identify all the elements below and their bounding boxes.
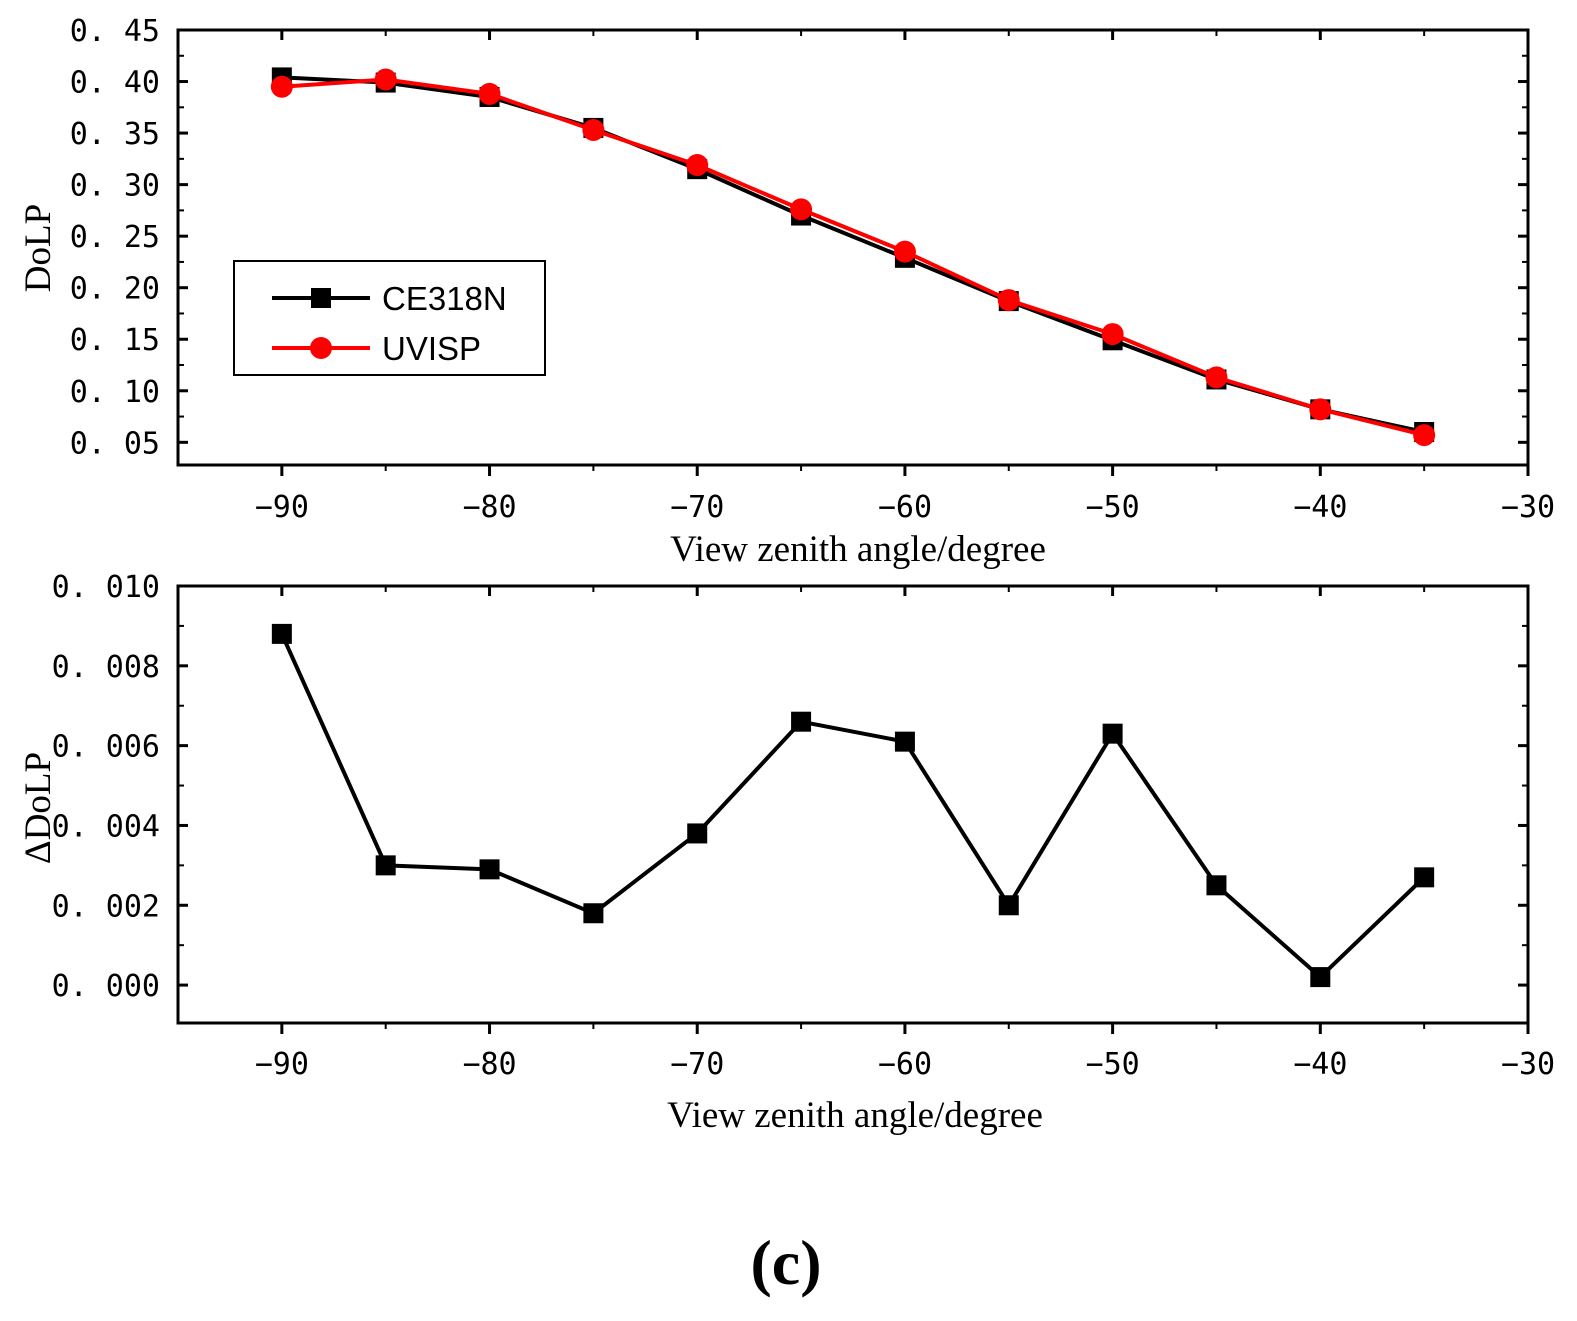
chart-dolp: 0. 05 0. 10 0. 15 0. 20 0. 25 0. 30 0. 35 0. 40… [18, 14, 1555, 570]
data-point-dolp [375, 855, 396, 876]
series-line-dolp [279, 633, 1426, 980]
data-point-dolp [791, 711, 812, 732]
data-point-dolp [1206, 875, 1227, 896]
legend: CE318N UVISP [233, 260, 546, 376]
series-group [271, 623, 1435, 988]
data-point-dolp [1414, 867, 1435, 888]
x-tick-label: −30 [1501, 1047, 1555, 1082]
data-point-uvisp [270, 75, 293, 98]
x-tick-label: −40 [1293, 490, 1347, 525]
y-axis-title: DoLP [18, 204, 59, 292]
y-axis-title: ΔDoLP [18, 752, 59, 864]
series-group [270, 67, 1436, 447]
data-point-uvisp [893, 240, 916, 263]
legend-frame [233, 260, 546, 376]
x-tick-label: −60 [878, 1047, 932, 1082]
legend-label-uvisp: UVISP [382, 330, 481, 367]
y-tick-label: 0. 30 [70, 169, 160, 204]
x-tick-label: −90 [255, 1047, 309, 1082]
y-tick-label: 0. 15 [70, 323, 160, 358]
y-tick-label: 0. 010 [52, 570, 160, 605]
y-tick-label: 0. 20 [70, 272, 160, 307]
data-point-dolp [583, 903, 604, 924]
x-tick-label: −80 [462, 490, 516, 525]
y-axis: 0. 000 0. 002 0. 004 0. 006 0. 008 0. 010 [52, 570, 1528, 1004]
y-tick-label: 0. 002 [52, 889, 160, 924]
x-axis-title: View zenith angle/degree [667, 1095, 1043, 1136]
x-axis: −90 −80 −70 −60 −50 −40 −30 [255, 586, 1555, 1082]
data-point-uvisp [997, 289, 1020, 312]
data-point-uvisp [1101, 323, 1124, 346]
y-tick-label: 0. 000 [52, 969, 160, 1004]
data-point-uvisp [686, 154, 709, 177]
legend-label-ce318n: CE318N [382, 280, 507, 317]
data-point-dolp [271, 623, 292, 644]
x-tick-label: −70 [670, 490, 724, 525]
x-tick-label: −30 [1501, 490, 1555, 525]
data-point-dolp [479, 859, 500, 880]
y-tick-label: 0. 004 [52, 809, 160, 844]
x-axis: −90 −80 −70 −60 −50 −40 −30 [255, 30, 1555, 525]
series-line-ce318n [281, 75, 1425, 434]
plot-frame [176, 28, 1530, 467]
y-tick-label: 0. 05 [70, 426, 160, 461]
panel-label: (c) [750, 1227, 821, 1298]
y-tick-label: 0. 25 [70, 220, 160, 255]
y-tick-label: 0. 006 [52, 730, 160, 765]
data-point-uvisp [1309, 398, 1332, 421]
legend-marker-ce318n [311, 288, 331, 308]
x-tick-label: −60 [878, 490, 932, 525]
y-tick-label: 0. 35 [70, 117, 160, 152]
data-point-uvisp [790, 198, 813, 221]
data-point-uvisp [374, 68, 397, 91]
y-tick-label: 0. 10 [70, 375, 160, 410]
data-point-dolp [894, 731, 915, 752]
data-point-dolp [687, 823, 708, 844]
legend-marker-uvisp [310, 337, 332, 359]
data-point-uvisp [478, 82, 501, 105]
x-tick-label: −90 [255, 490, 309, 525]
series-line-uvisp [281, 77, 1425, 438]
data-point-uvisp [1413, 424, 1436, 447]
chart-delta-dolp: 0. 000 0. 002 0. 004 0. 006 0. 008 0. 010 −90… [18, 570, 1555, 1136]
y-axis: 0. 05 0. 10 0. 15 0. 20 0. 25 0. 30 0. 35 0. 40… [70, 14, 1528, 461]
data-point-uvisp [1205, 366, 1228, 389]
data-point-dolp [998, 895, 1019, 916]
data-point-uvisp [582, 118, 605, 141]
x-tick-label: −40 [1293, 1047, 1347, 1082]
data-point-dolp [1102, 723, 1123, 744]
x-axis-title: View zenith angle/degree [670, 529, 1046, 570]
data-point-dolp [1310, 967, 1331, 988]
x-tick-label: −80 [462, 1047, 516, 1082]
x-tick-label: −50 [1086, 1047, 1140, 1082]
y-tick-label: 0. 40 [70, 66, 160, 101]
y-tick-label: 0. 45 [70, 14, 160, 49]
x-tick-label: −70 [670, 1047, 724, 1082]
y-tick-label: 0. 008 [52, 650, 160, 685]
plot-frame [176, 584, 1530, 1025]
x-tick-label: −50 [1086, 490, 1140, 525]
